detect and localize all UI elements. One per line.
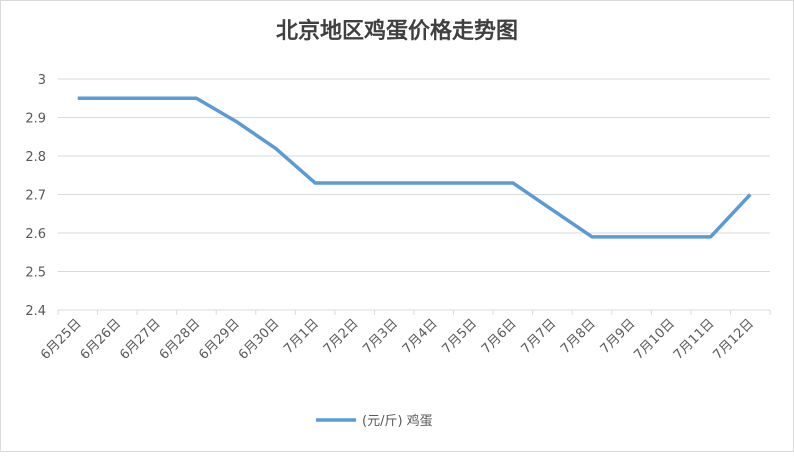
y-tick-label: 2.7: [25, 189, 46, 204]
y-tick-label: 2.9: [25, 112, 46, 127]
data-line: [77, 96, 752, 239]
y-tick-label: 3: [38, 73, 46, 88]
legend-label: (元/斤) 鸡蛋: [362, 413, 433, 429]
chart-title: 北京地区鸡蛋价格走势图: [276, 18, 518, 44]
y-tick-label: 2.6: [25, 227, 46, 242]
y-tick-label: 2.8: [25, 150, 46, 165]
y-tick-label: 2.4: [25, 304, 46, 319]
y-tick-label: 2.5: [25, 266, 46, 281]
